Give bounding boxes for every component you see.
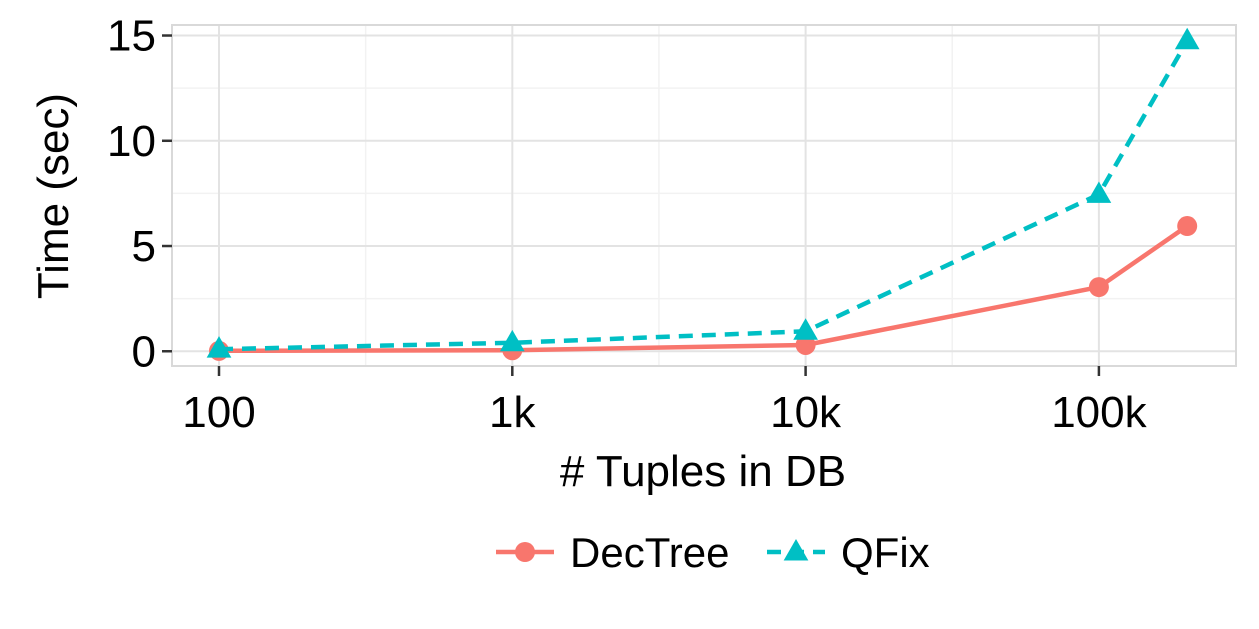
data-point-qfix	[793, 318, 818, 340]
data-point-dectree	[1088, 277, 1109, 298]
legend-item-qfix: QFix	[767, 529, 930, 576]
data-point-qfix	[1174, 27, 1200, 50]
y-tick-label: 0	[132, 327, 156, 376]
x-tick-label: 100	[182, 388, 255, 437]
y-tick-label: 5	[132, 222, 156, 271]
x-tick-label: 10k	[770, 388, 842, 437]
data-point-dectree	[1177, 216, 1198, 237]
plot-border	[171, 24, 1237, 367]
legend-item-dectree: DecTree	[496, 529, 730, 576]
legend-label: DecTree	[570, 529, 730, 576]
x-axis-title: # Tuples in DB	[560, 447, 846, 496]
y-tick-label: 15	[107, 12, 156, 61]
plot-panel	[172, 25, 1236, 366]
legend: DecTree QFix	[496, 529, 930, 576]
legend-key-marker	[515, 542, 535, 562]
legend-key-marker	[783, 539, 809, 561]
y-tick-label: 10	[107, 117, 156, 166]
legend-label: QFix	[841, 529, 930, 576]
data-point-qfix	[499, 329, 525, 352]
data-point-qfix	[206, 336, 232, 358]
data-point-qfix	[1086, 181, 1112, 203]
y-axis-title: Time (sec)	[29, 93, 78, 299]
data-point-dectree	[795, 334, 816, 355]
x-tick-label: 100k	[1051, 388, 1147, 437]
x-tick-label: 1k	[489, 388, 536, 437]
